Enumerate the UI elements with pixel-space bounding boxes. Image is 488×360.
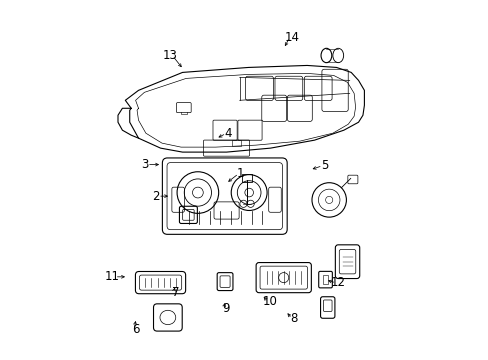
Text: 8: 8 bbox=[290, 312, 297, 325]
Text: 12: 12 bbox=[330, 276, 345, 289]
Bar bbox=[322, 275, 328, 284]
Text: 11: 11 bbox=[105, 270, 120, 283]
Text: 14: 14 bbox=[284, 31, 299, 44]
Text: 7: 7 bbox=[172, 287, 179, 300]
Text: 13: 13 bbox=[163, 49, 177, 62]
Text: 6: 6 bbox=[132, 323, 140, 336]
Bar bbox=[232, 140, 241, 146]
Text: 4: 4 bbox=[224, 127, 232, 140]
Text: 1: 1 bbox=[237, 167, 244, 180]
Text: 3: 3 bbox=[141, 158, 148, 171]
Text: 10: 10 bbox=[263, 296, 277, 309]
Text: 5: 5 bbox=[321, 159, 328, 172]
Text: 2: 2 bbox=[152, 190, 160, 203]
Text: 9: 9 bbox=[222, 302, 229, 315]
Bar bbox=[241, 174, 252, 182]
